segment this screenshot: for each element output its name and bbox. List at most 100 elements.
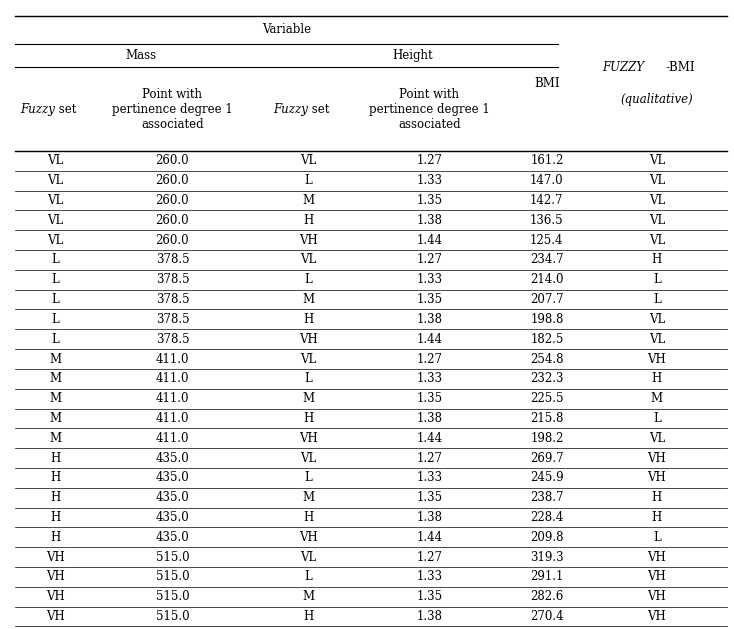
Text: H: H	[303, 313, 313, 326]
Text: 1.38: 1.38	[416, 511, 443, 524]
Text: VL: VL	[47, 214, 63, 227]
Text: 214.0: 214.0	[530, 273, 564, 286]
Text: VH: VH	[647, 550, 666, 564]
Text: set: set	[55, 103, 76, 116]
Text: 269.7: 269.7	[530, 452, 564, 465]
Text: 161.2: 161.2	[530, 154, 564, 167]
Text: 282.6: 282.6	[530, 590, 564, 603]
Text: VH: VH	[647, 610, 666, 623]
Text: VL: VL	[649, 313, 665, 326]
Text: 435.0: 435.0	[156, 511, 189, 524]
Text: M: M	[302, 293, 314, 306]
Text: VL: VL	[300, 253, 316, 267]
Text: L: L	[51, 253, 59, 267]
Text: L: L	[51, 273, 59, 286]
Text: H: H	[652, 511, 662, 524]
Text: 1.35: 1.35	[416, 194, 443, 207]
Text: H: H	[50, 491, 60, 504]
Text: 515.0: 515.0	[156, 550, 189, 564]
Text: 378.5: 378.5	[156, 293, 189, 306]
Text: M: M	[49, 372, 61, 386]
Text: VH: VH	[299, 233, 318, 247]
Text: 1.44: 1.44	[416, 531, 443, 544]
Text: 1.38: 1.38	[416, 412, 443, 425]
Text: 378.5: 378.5	[156, 333, 189, 346]
Text: 245.9: 245.9	[530, 471, 564, 484]
Text: VH: VH	[46, 571, 65, 584]
Text: 260.0: 260.0	[156, 194, 189, 207]
Text: 515.0: 515.0	[156, 610, 189, 623]
Text: 1.27: 1.27	[416, 154, 443, 167]
Text: 378.5: 378.5	[156, 253, 189, 267]
Text: VH: VH	[647, 571, 666, 584]
Text: 1.35: 1.35	[416, 590, 443, 603]
Text: M: M	[302, 194, 314, 207]
Text: L: L	[51, 293, 59, 306]
Text: Point with
pertinence degree 1
associated: Point with pertinence degree 1 associate…	[369, 87, 490, 131]
Text: 1.33: 1.33	[416, 273, 443, 286]
Text: L: L	[305, 273, 312, 286]
Text: 1.33: 1.33	[416, 372, 443, 386]
Text: 378.5: 378.5	[156, 273, 189, 286]
Text: H: H	[652, 491, 662, 504]
Text: 435.0: 435.0	[156, 452, 189, 465]
Text: VL: VL	[300, 452, 316, 465]
Text: 234.7: 234.7	[530, 253, 564, 267]
Text: L: L	[653, 531, 661, 544]
Text: 147.0: 147.0	[530, 174, 564, 187]
Text: Variable: Variable	[262, 23, 310, 36]
Text: VL: VL	[649, 333, 665, 346]
Text: 411.0: 411.0	[156, 412, 189, 425]
Text: 182.5: 182.5	[530, 333, 564, 346]
Text: M: M	[302, 491, 314, 504]
Text: VL: VL	[300, 550, 316, 564]
Text: 1.38: 1.38	[416, 313, 443, 326]
Text: M: M	[302, 590, 314, 603]
Text: VL: VL	[649, 154, 665, 167]
Text: 435.0: 435.0	[156, 531, 189, 544]
Text: H: H	[303, 511, 313, 524]
Text: H: H	[303, 610, 313, 623]
Text: set: set	[308, 103, 330, 116]
Text: 142.7: 142.7	[530, 194, 564, 207]
Text: Mass: Mass	[126, 49, 157, 62]
Text: VH: VH	[647, 471, 666, 484]
Text: 1.27: 1.27	[416, 452, 443, 465]
Text: 1.44: 1.44	[416, 233, 443, 247]
Text: 411.0: 411.0	[156, 392, 189, 405]
Text: 291.1: 291.1	[530, 571, 564, 584]
Text: H: H	[652, 372, 662, 386]
Text: VH: VH	[647, 590, 666, 603]
Text: VL: VL	[649, 174, 665, 187]
Text: 411.0: 411.0	[156, 372, 189, 386]
Text: 198.2: 198.2	[530, 431, 564, 445]
Text: VL: VL	[649, 194, 665, 207]
Text: Point with
pertinence degree 1
associated: Point with pertinence degree 1 associate…	[112, 87, 233, 131]
Text: H: H	[50, 452, 60, 465]
Text: 515.0: 515.0	[156, 590, 189, 603]
Text: 260.0: 260.0	[156, 233, 189, 247]
Text: 225.5: 225.5	[530, 392, 564, 405]
Text: VL: VL	[47, 174, 63, 187]
Text: 435.0: 435.0	[156, 471, 189, 484]
Text: 1.38: 1.38	[416, 214, 443, 227]
Text: H: H	[303, 214, 313, 227]
Text: 1.33: 1.33	[416, 174, 443, 187]
Text: VL: VL	[47, 194, 63, 207]
Text: 238.7: 238.7	[530, 491, 564, 504]
Text: 1.33: 1.33	[416, 571, 443, 584]
Text: 1.38: 1.38	[416, 610, 443, 623]
Text: L: L	[305, 471, 312, 484]
Text: 411.0: 411.0	[156, 352, 189, 365]
Text: L: L	[305, 372, 312, 386]
Text: L: L	[653, 293, 661, 306]
Text: L: L	[305, 174, 312, 187]
Text: 260.0: 260.0	[156, 174, 189, 187]
Text: Fuzzy: Fuzzy	[20, 103, 55, 116]
Text: H: H	[652, 253, 662, 267]
Text: 136.5: 136.5	[530, 214, 564, 227]
Text: VL: VL	[47, 233, 63, 247]
Text: VH: VH	[647, 352, 666, 365]
Text: 260.0: 260.0	[156, 154, 189, 167]
Text: 232.3: 232.3	[530, 372, 564, 386]
